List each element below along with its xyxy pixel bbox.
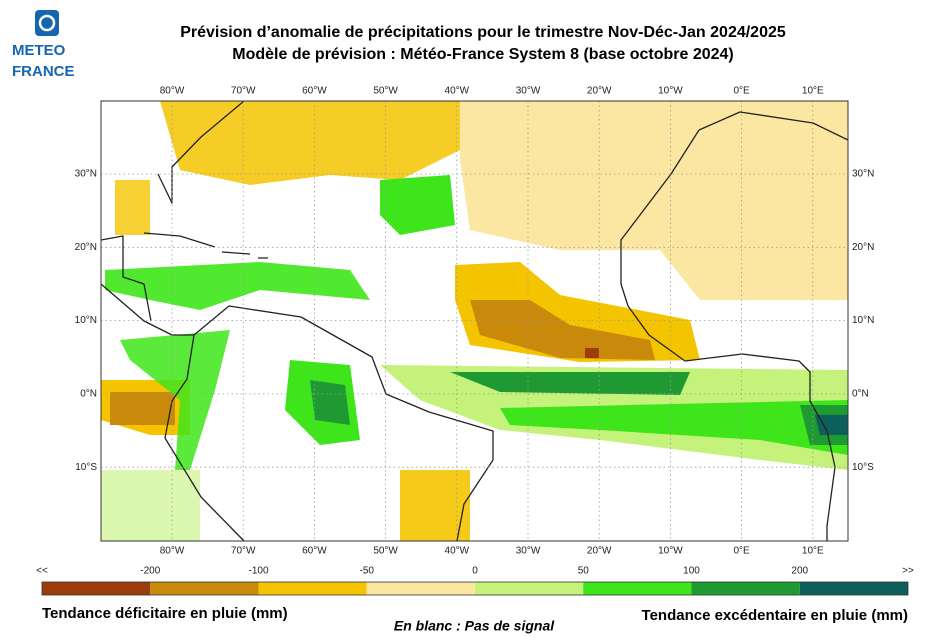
anomaly-area (105, 262, 370, 310)
lat-label: 0°N (80, 389, 97, 400)
colorbar-label: 0 (472, 566, 478, 577)
colorbar-segment (583, 582, 692, 595)
coastline (698, 111, 848, 141)
lat-label: 10°N (75, 315, 97, 326)
lon-label: 20°W (587, 86, 612, 97)
lon-label: 10°E (802, 86, 824, 97)
lat-label: 10°S (75, 462, 97, 473)
colorbar-label: 50 (578, 566, 590, 577)
colorbar-segment (799, 582, 908, 595)
anomaly-area (160, 101, 460, 185)
coastline (101, 235, 194, 336)
anomaly-area (380, 175, 455, 235)
title: Prévision d’anomalie de précipitations p… (180, 24, 786, 41)
colorbar-label: 200 (791, 566, 808, 577)
anomaly-area (500, 400, 848, 455)
lon-label: 10°W (658, 546, 683, 557)
map-frame (100, 100, 849, 542)
colorbar-segment (258, 582, 367, 595)
lon-label: 10°E (802, 546, 824, 557)
colorbar-label: >> (902, 566, 914, 577)
lon-label: 0°E (733, 546, 750, 557)
anomaly-area (120, 330, 230, 470)
anomaly-area (310, 380, 350, 425)
coastline (193, 305, 494, 541)
anomaly-area (815, 415, 848, 435)
lon-label: 60°W (302, 546, 327, 557)
anomaly-area (110, 392, 175, 425)
colorbar-frame (41, 581, 909, 596)
lon-label: 0°E (733, 86, 750, 97)
lon-label: 10°W (658, 86, 683, 97)
anomaly-area (585, 348, 599, 358)
logo: METEO FRANCE (12, 10, 75, 80)
lon-label: 40°W (445, 86, 470, 97)
logo-symbol (38, 14, 56, 32)
legend-left: Tendance déficitaire en pluie (mm) (42, 605, 288, 622)
colorbar-segment (150, 582, 259, 595)
lat-label: 20°N (75, 242, 97, 253)
legend-right: Tendance excédentaire en pluie (mm) (642, 607, 908, 624)
anomaly-area (101, 470, 200, 541)
lon-label: 80°W (160, 86, 185, 97)
lon-label: 40°W (445, 546, 470, 557)
lat-label: 20°N (852, 242, 874, 253)
lat-label: 0°N (852, 389, 869, 400)
anomaly-area (115, 180, 150, 235)
anomaly-area (460, 101, 848, 300)
lon-label: 60°W (302, 86, 327, 97)
lat-label: 10°N (852, 315, 874, 326)
legend-center: En blanc : Pas de signal (394, 618, 555, 634)
lat-label: 10°S (852, 462, 874, 473)
coastline (164, 334, 245, 541)
subtitle: Modèle de prévision : Météo-France Syste… (232, 46, 734, 63)
colorbar-label: 100 (683, 566, 700, 577)
colorbar-segment (475, 582, 584, 595)
colorbar-label: << (36, 566, 48, 577)
lon-label: 70°W (231, 546, 256, 557)
logo-text: FRANCE (12, 63, 75, 80)
anomaly-area (450, 372, 690, 395)
lon-label: 80°W (160, 546, 185, 557)
colorbar-label: -100 (248, 566, 268, 577)
lat-label: 30°N (852, 169, 874, 180)
lon-label: 50°W (373, 546, 398, 557)
lat-label: 30°N (75, 169, 97, 180)
map (101, 101, 848, 541)
lon-label: 50°W (373, 86, 398, 97)
lon-label: 70°W (231, 86, 256, 97)
colorbar-segment (691, 582, 800, 595)
colorbar-segment (42, 582, 151, 595)
logo-text: METEO (12, 42, 66, 59)
colorbar-segment (366, 582, 475, 595)
anomaly-area (470, 300, 655, 360)
colorbar-label: -200 (140, 566, 160, 577)
coastline (620, 129, 836, 541)
lon-label: 20°W (587, 546, 612, 557)
logo-icon (35, 10, 59, 36)
lon-label: 30°W (516, 546, 541, 557)
coastline (143, 101, 268, 259)
lon-label: 30°W (516, 86, 541, 97)
anomaly-area (400, 470, 470, 541)
colorbar-label: -50 (360, 566, 375, 577)
